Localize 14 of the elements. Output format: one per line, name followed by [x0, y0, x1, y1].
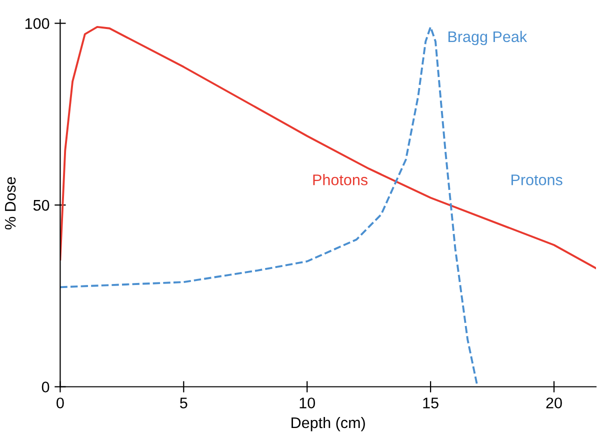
x-tick-label: 0: [56, 398, 64, 408]
text: Protons: [512, 174, 562, 186]
series-label: Photons: [313, 174, 368, 186]
y-tick-label: 50: [33, 200, 50, 211]
y-tick-label: 0: [42, 382, 50, 392]
x-tick-label: 10: [300, 398, 316, 408]
annotation: Bragg Peak: [448, 30, 528, 46]
x-tick-label: 20: [546, 398, 562, 408]
x-tick-label: 5: [180, 398, 188, 408]
x-axis-title: Depth (cm): [292, 416, 365, 432]
line-series: [60, 26, 596, 270]
y-tick-label: 100: [25, 18, 50, 29]
x-tick-label: 15: [423, 398, 438, 408]
y-axis-title: % Dose: [4, 177, 16, 230]
